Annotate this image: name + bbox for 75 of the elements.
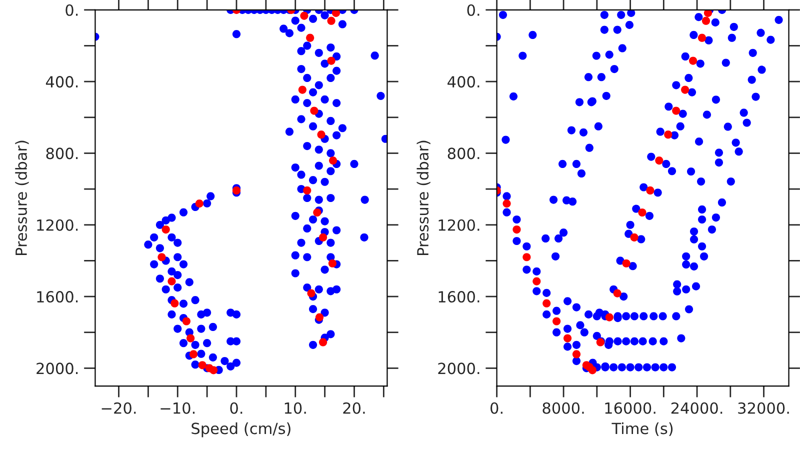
- point: [655, 156, 664, 165]
- point: [613, 289, 622, 298]
- y-tick-label: 1200.: [438, 219, 480, 231]
- point: [317, 130, 326, 139]
- point: [622, 259, 630, 268]
- y-tick-label: 400.: [46, 76, 78, 88]
- point: [672, 106, 680, 115]
- point: [702, 16, 710, 25]
- point: [688, 56, 698, 65]
- point: [315, 313, 324, 322]
- point: [542, 299, 551, 308]
- point: [532, 277, 541, 286]
- y-tick-label: 2000.: [36, 362, 78, 374]
- point: [198, 361, 206, 370]
- point: [332, 10, 340, 17]
- point: [168, 277, 176, 286]
- x-tick-label: 16000.: [605, 402, 656, 414]
- point: [563, 334, 572, 342]
- y-tick-label: 800.: [448, 148, 480, 160]
- y-tick-label: 1200.: [37, 219, 78, 231]
- point: [209, 366, 218, 374]
- point: [646, 186, 654, 195]
- x-tick-label: 0.: [490, 402, 502, 414]
- y-tick-label: 800.: [46, 148, 78, 160]
- point: [306, 34, 314, 42]
- point: [162, 225, 170, 234]
- point: [552, 317, 561, 326]
- point: [186, 334, 195, 342]
- x-axis-title: Time (s): [612, 422, 673, 436]
- point: [638, 208, 646, 217]
- x-tick-label: 20.: [343, 402, 365, 414]
- point: [327, 16, 336, 25]
- point: [664, 130, 672, 139]
- y-tick-label: 2000.: [438, 362, 480, 374]
- point: [307, 289, 316, 298]
- y-tick-label: 1600.: [37, 290, 78, 303]
- point: [704, 10, 712, 17]
- point: [588, 366, 596, 374]
- x-tick-label: 32000.: [738, 402, 789, 414]
- x-tick-label: 0.: [230, 402, 242, 414]
- point: [522, 253, 531, 262]
- point: [327, 56, 336, 65]
- point: [182, 317, 190, 326]
- point: [318, 338, 328, 346]
- x-tick-label: 8000.: [542, 402, 584, 414]
- x-tick-label: −10.: [160, 402, 195, 414]
- point: [605, 313, 614, 322]
- point: [681, 86, 690, 94]
- point: [572, 350, 581, 358]
- y-axis-title: Pressure (dbar): [416, 140, 430, 256]
- x-axis-title: Speed (cm/s): [192, 422, 290, 438]
- point: [318, 233, 328, 242]
- y-tick-label: 400.: [448, 76, 480, 88]
- y-tick-label: 0.: [467, 4, 480, 16]
- point: [189, 350, 198, 358]
- point: [300, 12, 308, 20]
- point: [630, 233, 638, 242]
- y-tick-label: 1600.: [438, 290, 480, 303]
- point: [158, 253, 166, 262]
- x-tick-label: 10.: [284, 402, 306, 414]
- point: [512, 225, 521, 234]
- y-axis-title: Pressure (dbar): [15, 140, 29, 256]
- point: [303, 186, 312, 195]
- y-tick-label: 0.: [66, 4, 78, 16]
- point: [232, 186, 241, 195]
- point: [698, 34, 706, 42]
- x-tick-label: 24000.: [671, 402, 722, 414]
- x-tick-label: −20.: [102, 402, 136, 414]
- point: [328, 259, 336, 268]
- point: [328, 156, 338, 165]
- point: [310, 106, 318, 115]
- point: [195, 200, 204, 208]
- point: [298, 86, 306, 94]
- point: [170, 299, 179, 308]
- point: [502, 200, 511, 208]
